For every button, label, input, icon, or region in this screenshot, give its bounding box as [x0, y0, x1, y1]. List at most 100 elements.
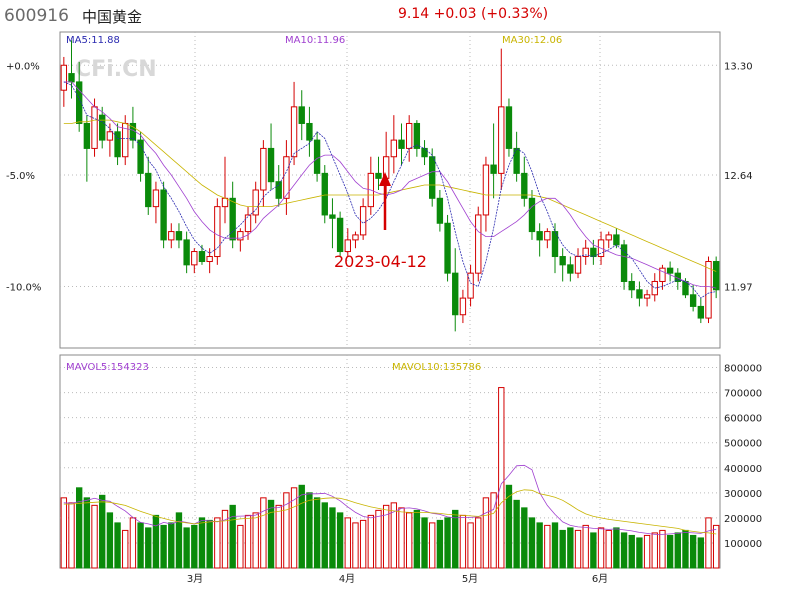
candle-body	[452, 272, 459, 316]
candle-body	[160, 189, 167, 241]
candle-body	[321, 172, 328, 216]
volume-bar	[521, 507, 528, 569]
volume-bar	[666, 534, 674, 569]
volume-bar	[452, 509, 459, 569]
candle-body	[590, 247, 597, 258]
volume-bar	[221, 509, 229, 569]
ma10-line	[63, 81, 717, 289]
candle-body	[106, 131, 114, 141]
candle-body	[544, 231, 551, 241]
volume-bar	[597, 527, 605, 569]
candle-body	[498, 106, 505, 174]
mavol10-line	[63, 489, 717, 535]
volume-bar	[336, 512, 344, 569]
candle-body	[83, 122, 91, 149]
volume-bar	[475, 517, 482, 569]
volume-bar	[60, 497, 68, 569]
volume-bar	[674, 532, 681, 569]
candle-body	[628, 280, 635, 291]
volume-bar	[559, 529, 566, 569]
volume-bar	[436, 519, 444, 569]
volume-bar	[352, 522, 359, 569]
candle-body	[689, 294, 697, 307]
candle-body	[444, 222, 451, 274]
volume-bar	[398, 507, 405, 569]
candle-body	[252, 189, 259, 216]
volume-bar	[697, 537, 705, 569]
volume-tick: 600000	[724, 414, 762, 425]
volume-bar	[567, 527, 574, 569]
candle-body	[659, 267, 666, 282]
volume-bar	[114, 522, 121, 569]
candle-body	[306, 122, 313, 141]
candle-body	[283, 156, 290, 199]
candle-body	[482, 164, 490, 216]
candle-body	[705, 261, 712, 319]
candle-body	[175, 231, 183, 241]
candle-body	[168, 231, 175, 241]
candle-body	[559, 256, 566, 266]
percent-tick-left: -10.0%	[6, 282, 41, 293]
candle-body	[244, 214, 252, 233]
volume-bar	[705, 517, 712, 569]
volume-bar	[129, 517, 137, 569]
candle-body	[574, 256, 582, 274]
price-tick-right: 11.97	[724, 282, 753, 293]
volume-bar	[283, 492, 290, 569]
volume-bar	[168, 522, 175, 569]
candle-body	[260, 147, 267, 191]
volume-bar	[528, 517, 536, 569]
candle-body	[643, 294, 651, 299]
volume-bar	[390, 502, 398, 569]
percent-tick-left: -5.0%	[6, 171, 35, 182]
candle-body	[152, 189, 160, 208]
volume-tick: 200000	[724, 514, 762, 525]
candle-body	[76, 81, 83, 124]
candle-body	[359, 206, 367, 236]
candle-body	[459, 297, 467, 316]
volume-bar	[590, 532, 597, 569]
volume-bar	[244, 514, 252, 569]
candle-body	[99, 114, 106, 141]
candle-body	[298, 106, 305, 124]
candle-body	[605, 234, 612, 241]
candle-body	[697, 305, 705, 319]
volume-bar	[229, 504, 236, 569]
volume-bar	[505, 484, 513, 569]
volume-bar	[183, 527, 190, 569]
volume-bar	[682, 529, 689, 569]
volume-bar	[175, 512, 183, 569]
volume-bar	[536, 522, 543, 569]
ma5-line	[63, 81, 717, 299]
volume-bar	[367, 514, 374, 569]
volume-bar	[574, 529, 582, 569]
candle-body	[344, 239, 351, 253]
candle-body	[68, 73, 75, 83]
volume-bar	[313, 497, 321, 569]
ma30-line	[63, 119, 717, 272]
candle-body	[567, 264, 574, 274]
candle-body	[636, 289, 643, 299]
volume-bar	[298, 484, 305, 569]
volume-tick: 500000	[724, 439, 762, 450]
month-label: 3月	[187, 573, 203, 585]
volume-tick: 400000	[724, 464, 762, 475]
volume-tick: 700000	[724, 389, 762, 400]
percent-tick-left: +0.0%	[6, 61, 40, 72]
candle-body	[237, 231, 244, 241]
volume-bar	[145, 527, 152, 569]
volume-bar	[83, 497, 91, 569]
ma5-label: MA5:11.88	[66, 35, 120, 46]
volume-bar	[252, 512, 259, 569]
month-label: 6月	[592, 573, 608, 585]
candle-body	[214, 206, 221, 258]
volume-bar	[290, 487, 298, 569]
volume-bar	[582, 524, 589, 569]
ma30-label: MA30:12.06	[502, 35, 562, 46]
candle-body	[137, 139, 144, 174]
candle-body	[413, 122, 421, 149]
volume-tick: 300000	[724, 489, 762, 500]
volume-bar	[605, 529, 612, 569]
volume-bar	[99, 494, 106, 569]
candle-body	[145, 172, 152, 208]
